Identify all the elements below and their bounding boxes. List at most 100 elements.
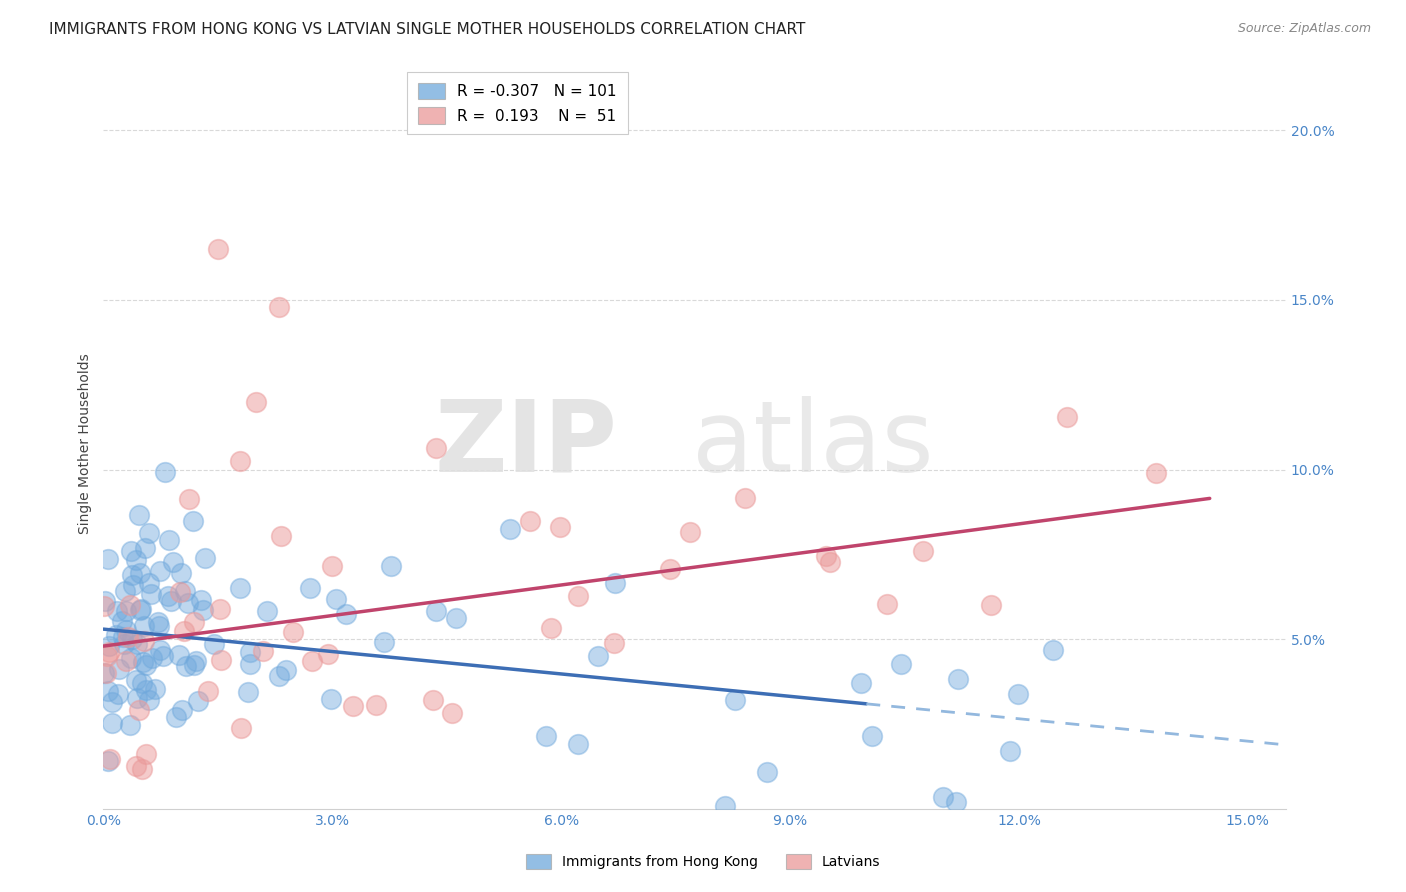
Text: ZIP: ZIP: [434, 395, 617, 492]
Point: [207, 242, 229, 256]
Point: [135, 747, 157, 761]
Point: [734, 491, 756, 505]
Point: [876, 597, 898, 611]
Point: [1007, 687, 1029, 701]
Y-axis label: Single Mother Households: Single Mother Households: [79, 354, 93, 534]
Point: [139, 587, 162, 601]
Point: [160, 594, 183, 608]
Point: [679, 524, 702, 539]
Point: [125, 673, 148, 687]
Point: [177, 596, 200, 610]
Point: [98, 639, 121, 653]
Point: [97, 645, 120, 659]
Point: [128, 702, 150, 716]
Point: [153, 465, 176, 479]
Point: [425, 442, 447, 456]
Point: [948, 672, 970, 686]
Point: [118, 717, 141, 731]
Point: [135, 683, 157, 698]
Point: [114, 584, 136, 599]
Point: [209, 653, 232, 667]
Point: [945, 795, 967, 809]
Point: [1042, 642, 1064, 657]
Point: [229, 582, 252, 596]
Point: [229, 721, 252, 735]
Point: [276, 663, 298, 677]
Point: [603, 635, 626, 649]
Point: [138, 692, 160, 706]
Point: [444, 611, 467, 625]
Point: [890, 657, 912, 671]
Point: [134, 619, 156, 633]
Point: [197, 684, 219, 698]
Point: [548, 520, 571, 534]
Point: [125, 690, 148, 705]
Point: [120, 650, 142, 665]
Point: [121, 568, 143, 582]
Point: [96, 648, 118, 663]
Point: [108, 662, 131, 676]
Point: [173, 624, 195, 638]
Point: [129, 603, 152, 617]
Point: [134, 541, 156, 555]
Point: [319, 692, 342, 706]
Point: [183, 657, 205, 672]
Text: Source: ZipAtlas.com: Source: ZipAtlas.com: [1237, 22, 1371, 36]
Point: [112, 638, 135, 652]
Point: [1144, 466, 1167, 480]
Point: [121, 632, 143, 646]
Point: [184, 654, 207, 668]
Point: [148, 618, 170, 632]
Point: [567, 589, 589, 603]
Point: [132, 633, 155, 648]
Point: [167, 648, 190, 662]
Point: [115, 623, 138, 637]
Point: [245, 394, 267, 409]
Point: [174, 584, 197, 599]
Point: [121, 578, 143, 592]
Point: [129, 566, 152, 580]
Point: [724, 693, 747, 707]
Point: [183, 615, 205, 629]
Point: [756, 764, 779, 779]
Point: [239, 657, 262, 671]
Point: [1056, 410, 1078, 425]
Point: [112, 630, 135, 644]
Point: [932, 789, 955, 804]
Point: [270, 529, 292, 543]
Point: [849, 675, 872, 690]
Point: [93, 665, 115, 680]
Point: [111, 614, 134, 628]
Point: [519, 514, 541, 528]
Point: [170, 703, 193, 717]
Point: [97, 551, 120, 566]
Legend: Immigrants from Hong Kong, Latvians: Immigrants from Hong Kong, Latvians: [520, 848, 886, 874]
Point: [165, 709, 187, 723]
Point: [534, 729, 557, 743]
Point: [588, 648, 610, 663]
Point: [239, 645, 262, 659]
Point: [115, 604, 138, 618]
Point: [498, 522, 520, 536]
Point: [814, 549, 837, 563]
Point: [860, 729, 883, 743]
Point: [125, 553, 148, 567]
Point: [818, 555, 841, 569]
Point: [105, 604, 128, 618]
Point: [194, 550, 217, 565]
Point: [138, 525, 160, 540]
Point: [299, 581, 322, 595]
Point: [364, 698, 387, 712]
Point: [181, 514, 204, 528]
Point: [141, 650, 163, 665]
Point: [209, 602, 232, 616]
Point: [120, 543, 142, 558]
Point: [373, 635, 395, 649]
Legend: R = -0.307   N = 101, R =  0.193    N =  51: R = -0.307 N = 101, R = 0.193 N = 51: [406, 72, 627, 135]
Point: [335, 607, 357, 621]
Point: [422, 693, 444, 707]
Point: [190, 592, 212, 607]
Point: [440, 706, 463, 721]
Point: [138, 576, 160, 591]
Point: [912, 544, 935, 558]
